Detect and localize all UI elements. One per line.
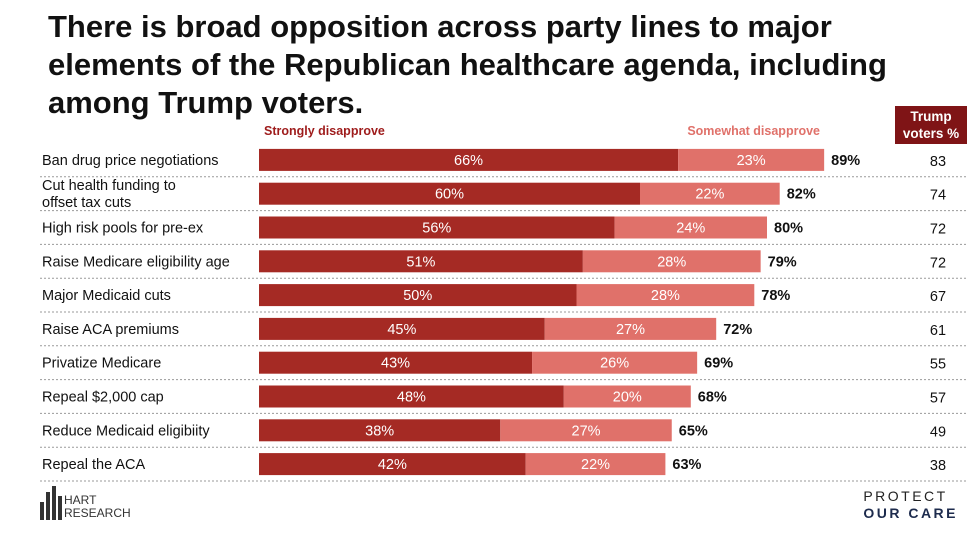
bar-strongly bbox=[259, 351, 533, 374]
bar-somewhat bbox=[582, 250, 761, 273]
label-somewhat: 24% bbox=[676, 221, 705, 237]
category-label: Major Medicaid cuts bbox=[42, 288, 171, 304]
label-strongly: 51% bbox=[406, 254, 435, 270]
bar-strongly bbox=[259, 284, 577, 307]
label-strongly: 56% bbox=[422, 221, 451, 237]
label-total: 65% bbox=[679, 423, 708, 439]
poc-line2: OUR CARE bbox=[863, 505, 958, 521]
label-trump-voters: 72 bbox=[930, 255, 946, 271]
category-label: Repeal $2,000 cap bbox=[42, 390, 164, 406]
label-strongly: 50% bbox=[403, 288, 432, 304]
label-somewhat: 28% bbox=[651, 288, 680, 304]
label-trump-voters: 49 bbox=[930, 424, 946, 440]
bar-somewhat bbox=[500, 419, 672, 442]
label-total: 80% bbox=[774, 221, 803, 237]
bar-somewhat bbox=[678, 148, 825, 171]
chart-rows: Ban drug price negotiations 66% 23% 89% 83 Cu… bbox=[40, 148, 967, 482]
category-label: Repeal the ACA bbox=[42, 457, 146, 473]
label-somewhat: 27% bbox=[572, 423, 601, 439]
label-trump-voters: 55 bbox=[930, 357, 946, 373]
label-trump-voters: 57 bbox=[930, 391, 946, 407]
trump-voters-header: Trump voters % bbox=[895, 106, 967, 144]
category-label: Raise Medicare eligibility age bbox=[42, 254, 230, 270]
legend-strongly: Strongly disapprove bbox=[264, 124, 385, 138]
label-total: 78% bbox=[761, 288, 790, 304]
category-label: Privatize Medicare bbox=[42, 356, 161, 372]
category-label: Raise ACA premiums bbox=[42, 322, 179, 338]
label-strongly: 66% bbox=[454, 153, 483, 169]
label-strongly: 60% bbox=[435, 187, 464, 203]
label-somewhat: 23% bbox=[737, 153, 766, 169]
label-somewhat: 27% bbox=[616, 322, 645, 338]
bar-somewhat bbox=[532, 351, 698, 374]
poc-line1: PROTECT bbox=[863, 488, 948, 504]
label-strongly: 45% bbox=[387, 322, 416, 338]
category-label: Ban drug price negotiations bbox=[42, 153, 219, 169]
hart-research-logo-text: HART RESEARCH bbox=[64, 493, 131, 520]
label-total: 69% bbox=[704, 356, 733, 372]
label-strongly: 48% bbox=[397, 390, 426, 406]
label-trump-voters: 61 bbox=[930, 323, 946, 339]
chart-title: There is broad opposition across party l… bbox=[48, 9, 887, 120]
label-somewhat: 28% bbox=[657, 254, 686, 270]
bar-strongly bbox=[259, 317, 545, 340]
bar-somewhat bbox=[563, 385, 691, 408]
label-total: 72% bbox=[723, 322, 752, 338]
bar-somewhat bbox=[640, 182, 780, 205]
label-total: 89% bbox=[831, 153, 860, 169]
legend-somewhat: Somewhat disapprove bbox=[687, 124, 820, 138]
label-somewhat: 22% bbox=[581, 457, 610, 473]
bar-somewhat bbox=[525, 453, 666, 476]
label-strongly: 38% bbox=[365, 423, 394, 439]
label-strongly: 43% bbox=[381, 356, 410, 372]
label-somewhat: 26% bbox=[600, 356, 629, 372]
bar-strongly bbox=[259, 216, 615, 239]
label-trump-voters: 72 bbox=[930, 222, 946, 238]
label-trump-voters: 83 bbox=[930, 154, 946, 170]
bar-strongly bbox=[259, 250, 583, 273]
hart-research-logo-icon bbox=[40, 486, 62, 520]
bar-somewhat bbox=[576, 284, 755, 307]
bar-somewhat bbox=[614, 216, 767, 239]
bar-somewhat bbox=[544, 317, 717, 340]
bar-strongly bbox=[259, 385, 564, 408]
category-label: offset tax cuts bbox=[42, 195, 131, 211]
label-somewhat: 20% bbox=[613, 390, 642, 406]
bar-strongly bbox=[259, 148, 679, 171]
category-label: Cut health funding to bbox=[42, 178, 176, 194]
protect-our-care-logo: PROTECT OUR CARE bbox=[863, 488, 958, 522]
label-total: 68% bbox=[698, 390, 727, 406]
bar-strongly bbox=[259, 453, 526, 476]
category-label: High risk pools for pre-ex bbox=[42, 221, 204, 237]
label-trump-voters: 67 bbox=[930, 289, 946, 305]
bar-strongly bbox=[259, 419, 501, 442]
label-total: 63% bbox=[672, 457, 701, 473]
label-strongly: 42% bbox=[378, 457, 407, 473]
label-trump-voters: 74 bbox=[930, 188, 946, 204]
label-somewhat: 22% bbox=[695, 187, 724, 203]
category-label: Reduce Medicaid eligibiity bbox=[42, 423, 210, 439]
label-total: 79% bbox=[768, 254, 797, 270]
label-trump-voters: 38 bbox=[930, 458, 946, 474]
bar-strongly bbox=[259, 182, 640, 205]
label-total: 82% bbox=[787, 187, 816, 203]
